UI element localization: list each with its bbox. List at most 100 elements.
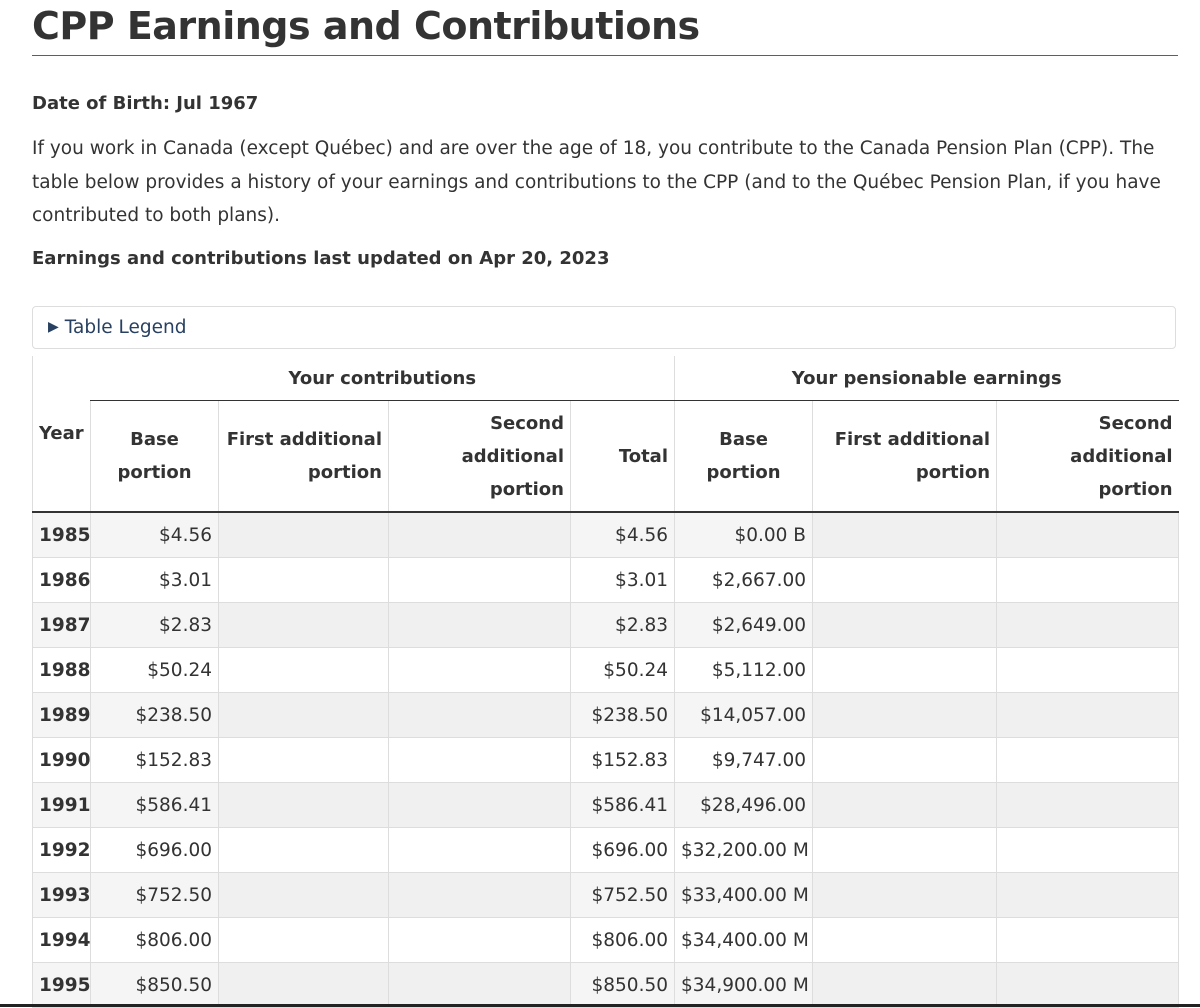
contrib-second-cell xyxy=(388,512,571,558)
contrib-second-cell xyxy=(388,962,571,1008)
earnings-table: Year Your contributions Your pensionable… xyxy=(32,356,1180,1008)
contrib-second-cell xyxy=(388,602,571,648)
year-cell: 1987 xyxy=(32,602,91,648)
table-row: 1992 $696.00 $696.00 $32,200.00 M xyxy=(32,827,1180,873)
earn-base-cell: $9,747.00 xyxy=(674,737,814,783)
earn-first-cell xyxy=(812,782,998,828)
table-row: 1994 $806.00 $806.00 $34,400.00 M xyxy=(32,917,1180,963)
earn-first-cell xyxy=(812,557,998,603)
contrib-first-cell xyxy=(218,827,389,873)
earn-first-cell xyxy=(812,692,998,738)
earn-first-cell xyxy=(812,827,998,873)
contrib-second-cell xyxy=(388,647,571,693)
earn-second-cell xyxy=(996,737,1180,783)
year-cell: 1994 xyxy=(32,917,91,963)
year-header: Year xyxy=(32,356,91,513)
earn-base-cell: $14,057.00 xyxy=(674,692,814,738)
contrib-first-cell xyxy=(218,737,389,783)
contrib-total-cell: $152.83 xyxy=(570,737,676,783)
contrib-base-cell: $3.01 xyxy=(90,557,219,603)
earn-first-header: First additional portion xyxy=(812,400,998,513)
earn-first-cell xyxy=(812,962,998,1008)
earn-second-cell xyxy=(996,962,1180,1008)
earn-base-cell: $34,900.00 M xyxy=(674,962,814,1008)
year-cell: 1995 xyxy=(32,962,91,1008)
year-cell: 1988 xyxy=(32,647,91,693)
table-row: 1988 $50.24 $50.24 $5,112.00 xyxy=(32,647,1180,693)
table-row: 1991 $586.41 $586.41 $28,496.00 xyxy=(32,782,1180,828)
contrib-base-cell: $238.50 xyxy=(90,692,219,738)
contrib-first-cell xyxy=(218,647,389,693)
contrib-total-cell: $696.00 xyxy=(570,827,676,873)
contrib-base-header: Base portion xyxy=(90,400,219,513)
contrib-base-cell: $152.83 xyxy=(90,737,219,783)
title-underline xyxy=(32,55,1178,56)
contrib-base-cell: $850.50 xyxy=(90,962,219,1008)
earn-second-cell xyxy=(996,872,1180,918)
contrib-total-cell: $806.00 xyxy=(570,917,676,963)
earn-second-cell xyxy=(996,692,1180,738)
table-row: 1986 $3.01 $3.01 $2,667.00 xyxy=(32,557,1180,603)
contrib-base-cell: $752.50 xyxy=(90,872,219,918)
contrib-base-cell: $2.83 xyxy=(90,602,219,648)
earn-base-cell: $0.00 B xyxy=(674,512,814,558)
contrib-second-cell xyxy=(388,827,571,873)
earnings-header: Your pensionable earnings xyxy=(674,356,1179,401)
earn-first-cell xyxy=(812,872,998,918)
contrib-second-cell xyxy=(388,692,571,738)
earn-second-cell xyxy=(996,512,1180,558)
year-cell: 1985 xyxy=(32,512,91,558)
contrib-second-cell xyxy=(388,872,571,918)
table-row: 1989 $238.50 $238.50 $14,057.00 xyxy=(32,692,1180,738)
contrib-total-cell: $238.50 xyxy=(570,692,676,738)
contrib-second-cell xyxy=(388,917,571,963)
page-title: CPP Earnings and Contributions xyxy=(32,4,700,48)
contrib-base-cell: $4.56 xyxy=(90,512,219,558)
earn-base-cell: $33,400.00 M xyxy=(674,872,814,918)
table-row: 1993 $752.50 $752.50 $33,400.00 M xyxy=(32,872,1180,918)
earn-second-cell xyxy=(996,602,1180,648)
contributions-header: Your contributions xyxy=(90,356,676,401)
year-cell: 1993 xyxy=(32,872,91,918)
year-cell: 1989 xyxy=(32,692,91,738)
table-row: 1985 $4.56 $4.56 $0.00 B xyxy=(32,512,1180,558)
bottom-edge-line xyxy=(0,1004,1200,1007)
contrib-first-cell xyxy=(218,962,389,1008)
earn-base-cell: $5,112.00 xyxy=(674,647,814,693)
contrib-first-cell xyxy=(218,512,389,558)
earn-first-cell xyxy=(812,602,998,648)
contrib-first-cell xyxy=(218,872,389,918)
table-row: 1987 $2.83 $2.83 $2,649.00 xyxy=(32,602,1180,648)
table-legend-toggle[interactable]: ▶ Table Legend xyxy=(48,317,186,338)
contrib-first-cell xyxy=(218,782,389,828)
contrib-base-cell: $586.41 xyxy=(90,782,219,828)
earn-base-cell: $32,200.00 M xyxy=(674,827,814,873)
earn-second-cell xyxy=(996,647,1180,693)
earn-second-cell xyxy=(996,917,1180,963)
contrib-first-cell xyxy=(218,602,389,648)
contrib-second-cell xyxy=(388,782,571,828)
contrib-first-cell xyxy=(218,557,389,603)
contrib-first-header: First additional portion xyxy=(218,400,389,513)
last-updated: Earnings and contributions last updated … xyxy=(32,248,610,269)
contrib-total-cell: $850.50 xyxy=(570,962,676,1008)
contrib-total-cell: $752.50 xyxy=(570,872,676,918)
earn-second-header: Second additional portion xyxy=(996,400,1179,513)
earn-first-cell xyxy=(812,647,998,693)
table-row: 1990 $152.83 $152.83 $9,747.00 xyxy=(32,737,1180,783)
earn-first-cell xyxy=(812,737,998,783)
contrib-second-cell xyxy=(388,737,571,783)
earn-base-cell: $28,496.00 xyxy=(674,782,814,828)
intro-paragraph: If you work in Canada (except Québec) an… xyxy=(32,138,1161,226)
year-cell: 1986 xyxy=(32,557,91,603)
contrib-base-cell: $50.24 xyxy=(90,647,219,693)
earn-base-cell: $34,400.00 M xyxy=(674,917,814,963)
earn-base-header: Base portion xyxy=(674,400,814,513)
contrib-second-header: Second additional portion xyxy=(388,400,571,513)
year-cell: 1990 xyxy=(32,737,91,783)
contrib-second-cell xyxy=(388,557,571,603)
date-of-birth: Date of Birth: Jul 1967 xyxy=(32,93,259,114)
earn-first-cell xyxy=(812,512,998,558)
earn-base-cell: $2,667.00 xyxy=(674,557,814,603)
earn-second-cell xyxy=(996,782,1180,828)
